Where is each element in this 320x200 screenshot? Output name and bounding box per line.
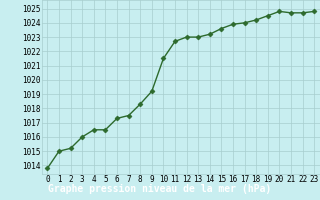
Text: Graphe pression niveau de la mer (hPa): Graphe pression niveau de la mer (hPa) xyxy=(48,184,272,194)
